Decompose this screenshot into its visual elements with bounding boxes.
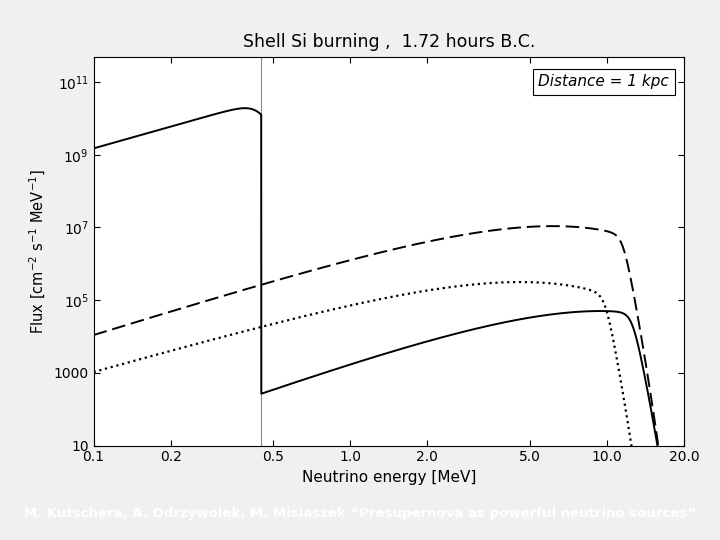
X-axis label: Neutrino energy [MeV]: Neutrino energy [MeV] [302, 470, 476, 485]
Y-axis label: Flux [cm$^{-2}$ s$^{-1}$ MeV$^{-1}$]: Flux [cm$^{-2}$ s$^{-1}$ MeV$^{-1}$] [28, 168, 48, 334]
Title: Shell Si burning ,  1.72 hours B.C.: Shell Si burning , 1.72 hours B.C. [243, 33, 535, 51]
Text: M. Kutschera, A. Odrzywolek, M. Misiaszek “Presupernova as powerful neutrino sou: M. Kutschera, A. Odrzywolek, M. Misiasze… [24, 507, 696, 519]
Text: Distance = 1 kpc: Distance = 1 kpc [539, 74, 670, 89]
